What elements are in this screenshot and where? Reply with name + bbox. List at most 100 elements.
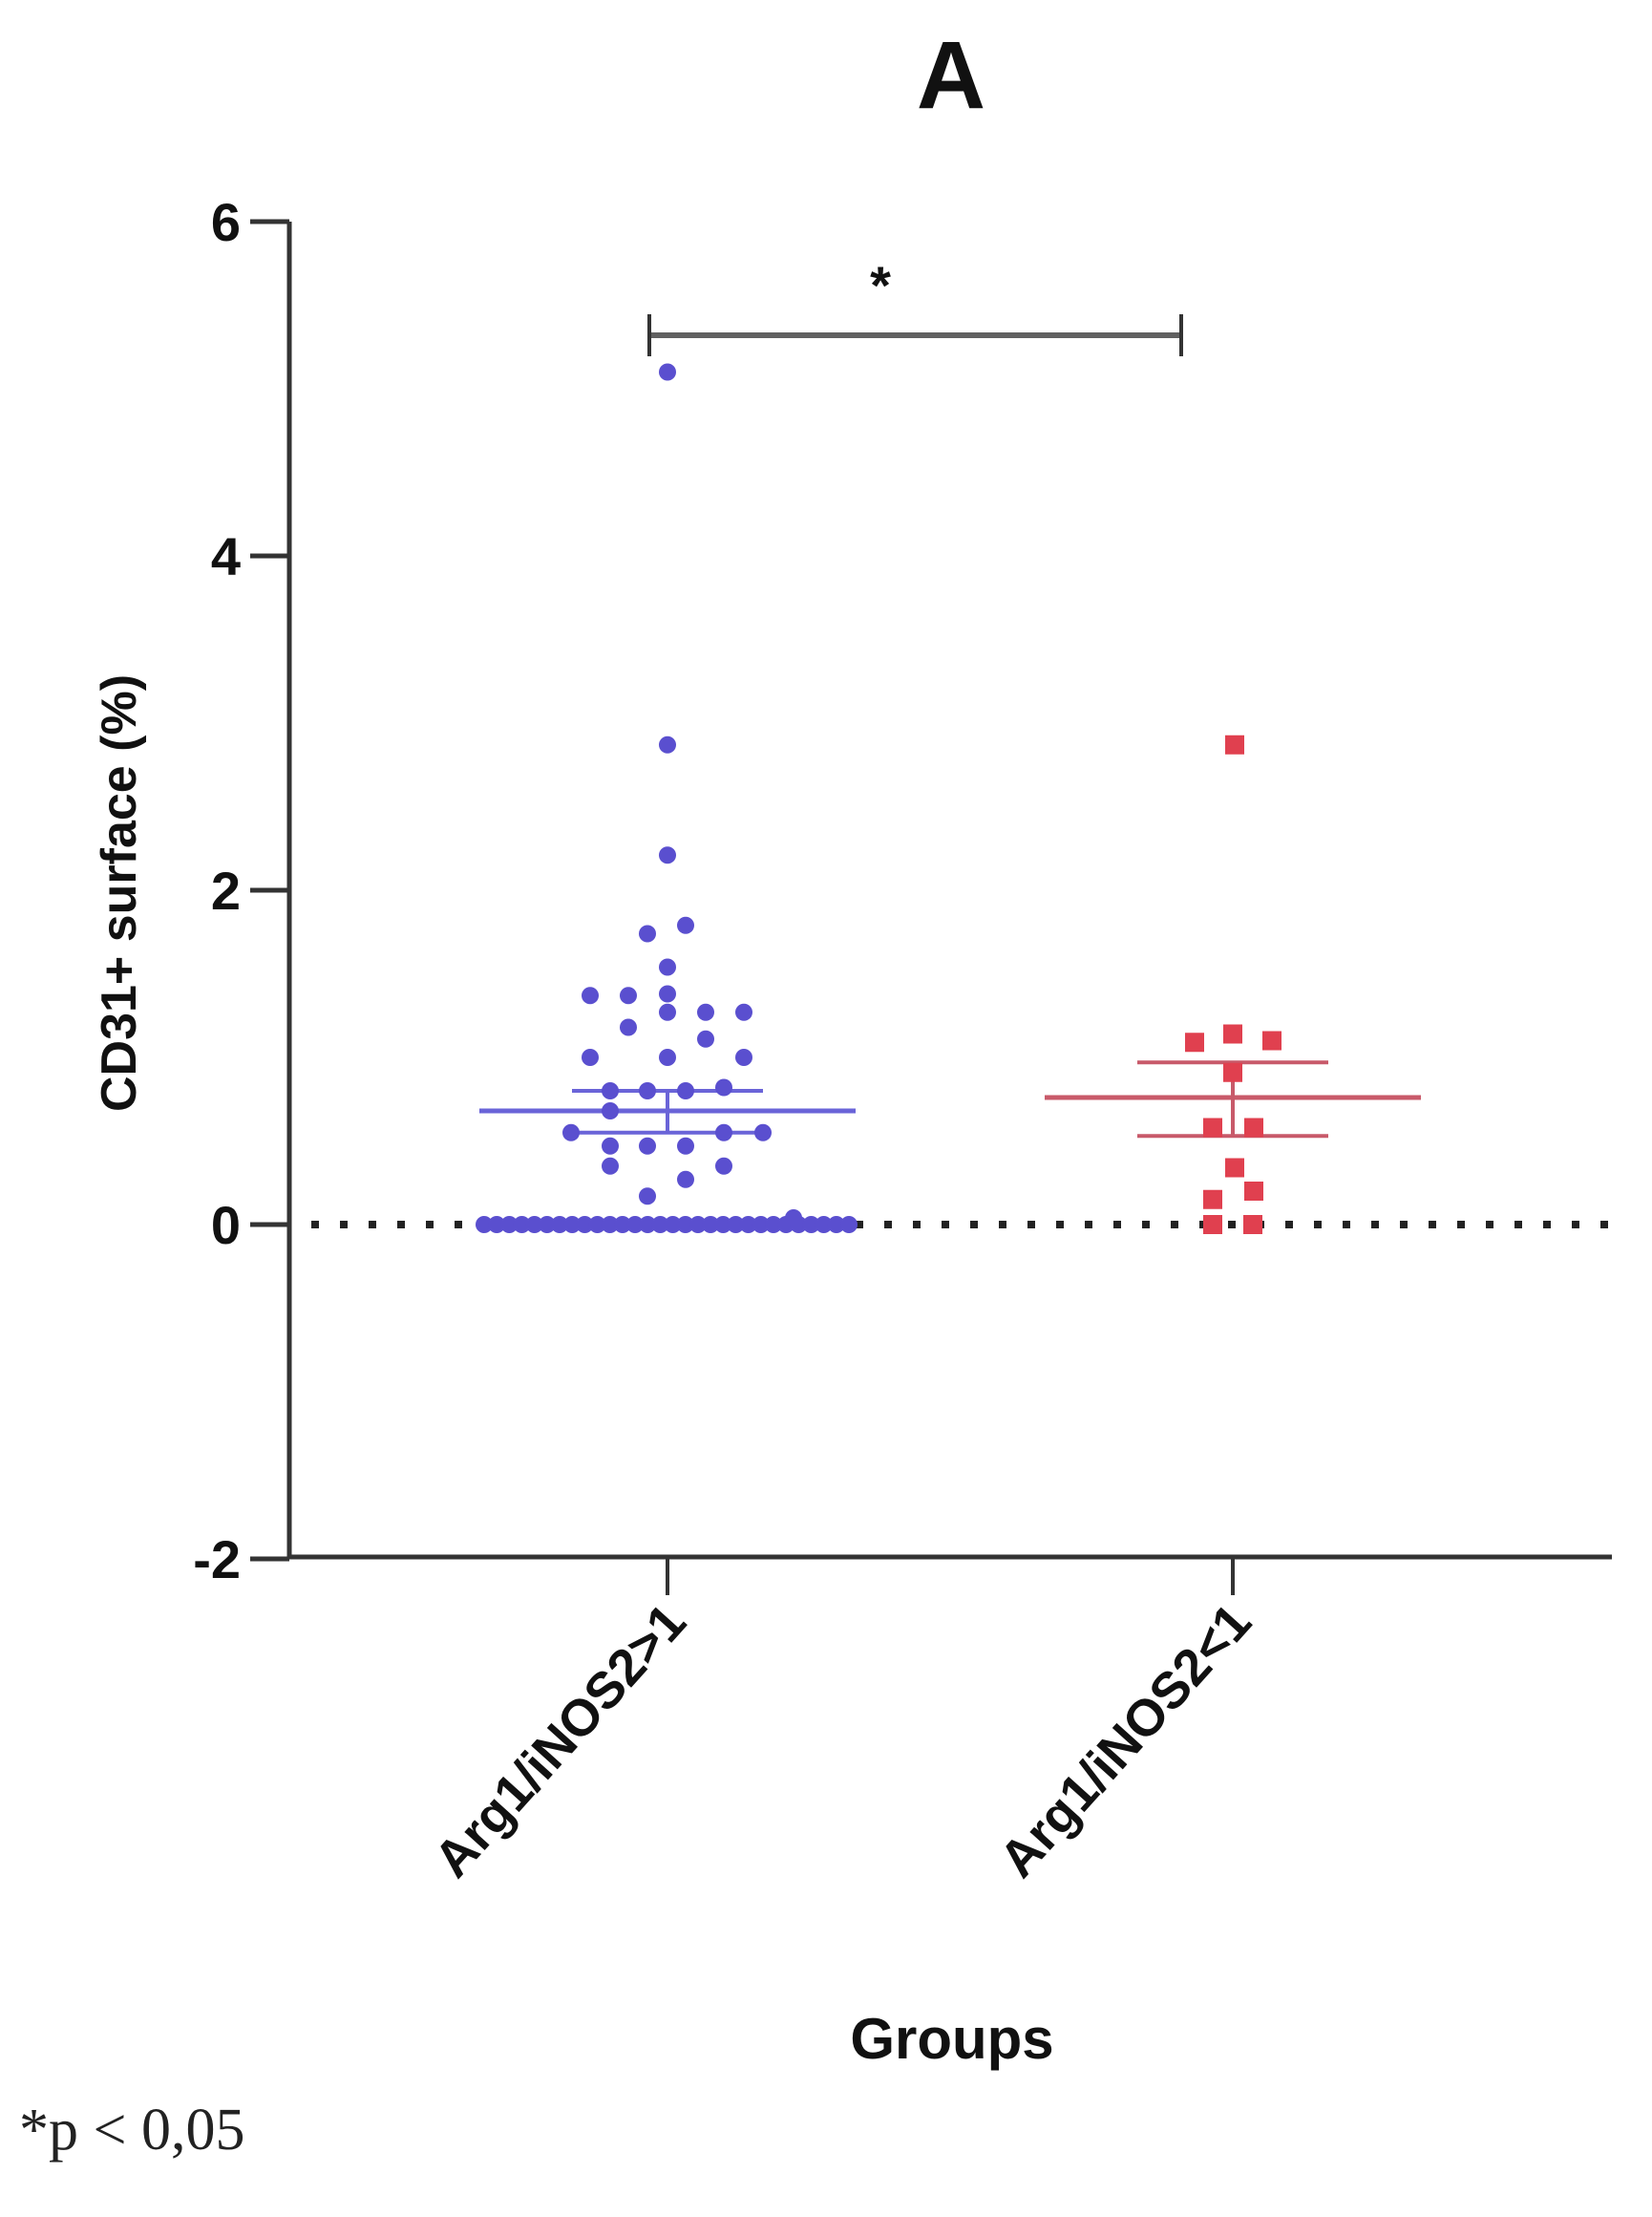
y-tick-label: -2 — [193, 1529, 241, 1589]
data-point — [764, 1216, 782, 1233]
data-point — [651, 1216, 669, 1233]
data-point — [840, 1216, 858, 1233]
data-point — [582, 987, 599, 1005]
data-point — [601, 1216, 619, 1233]
data-point — [639, 925, 656, 943]
data-point — [827, 1216, 845, 1233]
data-point — [582, 1049, 599, 1066]
data-point — [602, 1157, 619, 1175]
zero-line-dot — [1314, 1221, 1322, 1228]
data-point — [735, 1049, 752, 1066]
zero-line-dot — [1113, 1221, 1121, 1228]
data-point — [739, 1216, 757, 1233]
zero-line-dot — [1056, 1221, 1064, 1228]
data-point — [664, 1216, 682, 1233]
data-point — [576, 1216, 594, 1233]
data-point — [688, 1216, 707, 1233]
data-point — [815, 1216, 833, 1233]
y-axis-ticks: -2 0 2 4 6 — [193, 192, 289, 1589]
data-point — [802, 1216, 820, 1233]
data-point — [1185, 1033, 1204, 1053]
zero-line-dot — [1171, 1221, 1178, 1228]
zero-line-dot — [1142, 1221, 1150, 1228]
zero-line-dot — [1429, 1221, 1436, 1228]
zero-line-dot — [1600, 1221, 1608, 1228]
data-point — [659, 846, 676, 864]
data-point — [754, 1123, 772, 1141]
zero-line-dot — [1486, 1221, 1493, 1228]
zero-line-dot — [1371, 1221, 1379, 1228]
data-point — [1262, 1031, 1281, 1051]
data-point — [715, 1078, 732, 1097]
data-point — [714, 1216, 732, 1233]
zero-line-dot — [311, 1221, 319, 1228]
zero-line-dot — [856, 1221, 863, 1228]
zero-line-dot — [1543, 1221, 1551, 1228]
zero-line-dot — [455, 1221, 462, 1228]
data-point — [1223, 1062, 1242, 1082]
zero-line-dot — [340, 1221, 348, 1228]
zero-line-dot — [1285, 1221, 1293, 1228]
data-point — [676, 1216, 694, 1233]
zero-line-dot — [884, 1221, 892, 1228]
data-point — [476, 1216, 493, 1233]
data-point — [551, 1216, 569, 1233]
data-point — [1203, 1189, 1222, 1209]
data-point — [639, 1187, 656, 1205]
data-point — [562, 1123, 580, 1141]
data-point — [602, 1082, 619, 1099]
y-tick-label: 2 — [211, 861, 241, 921]
data-point — [702, 1216, 720, 1233]
data-point — [677, 916, 694, 934]
data-point — [659, 735, 676, 754]
y-tick-label: 6 — [211, 192, 241, 252]
zero-line-dot — [1085, 1221, 1092, 1228]
data-point — [715, 1157, 732, 1175]
y-tick-label: 4 — [211, 526, 241, 586]
zero-line-dot — [1343, 1221, 1350, 1228]
zero-line-dot — [942, 1221, 949, 1228]
zero-line-dot — [1400, 1221, 1408, 1228]
data-point — [538, 1216, 556, 1233]
data-point — [659, 985, 676, 1003]
data-point — [727, 1216, 745, 1233]
data-point — [639, 1082, 656, 1099]
data-point — [563, 1216, 582, 1233]
data-point — [639, 1137, 656, 1155]
data-point — [659, 363, 676, 381]
data-point — [1244, 1182, 1263, 1201]
data-point — [697, 1030, 714, 1048]
zero-line-dot — [913, 1221, 921, 1228]
data-point — [659, 958, 676, 976]
data-point — [626, 1216, 645, 1233]
data-point — [1225, 735, 1244, 755]
zero-line-dot — [970, 1221, 978, 1228]
significance-bracket — [647, 314, 1183, 356]
data-point — [752, 1216, 770, 1233]
zero-line-dot — [426, 1221, 434, 1228]
data-point — [715, 1123, 732, 1141]
zero-line-dot — [999, 1221, 1006, 1228]
data-point — [513, 1216, 531, 1233]
data-point — [659, 1049, 676, 1066]
x-axis-label: Groups — [850, 2007, 1053, 2071]
zero-line-dot — [1514, 1221, 1522, 1228]
data-point — [602, 1137, 619, 1155]
zero-line-dot — [1228, 1221, 1236, 1228]
data-point — [677, 1170, 694, 1188]
data-series — [476, 363, 1421, 1234]
data-point — [525, 1216, 543, 1233]
data-point — [697, 1003, 714, 1021]
series-arg1-inos2-greater-1 — [476, 363, 858, 1233]
data-point — [1203, 1118, 1222, 1138]
data-point — [1244, 1118, 1263, 1138]
zero-line-dot — [397, 1221, 405, 1228]
data-point — [1243, 1215, 1262, 1234]
data-point — [613, 1216, 631, 1233]
y-tick-label: 0 — [211, 1195, 241, 1255]
data-point — [488, 1216, 506, 1233]
y-axis-label: CD31+ surface (%) — [92, 674, 147, 1112]
data-point — [1223, 1024, 1242, 1044]
significance-asterisk: * — [870, 255, 891, 315]
data-point — [639, 1216, 657, 1233]
